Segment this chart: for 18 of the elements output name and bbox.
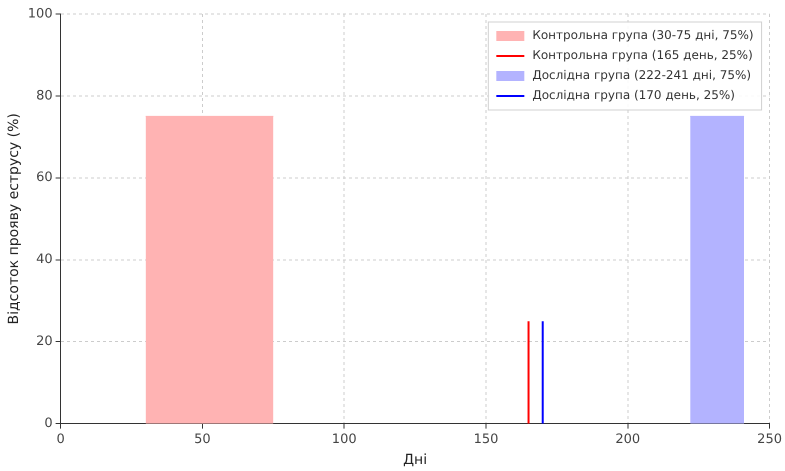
legend-label: Контрольна група (165 день, 25%): [532, 48, 753, 62]
y-tick-label: 20: [36, 334, 53, 350]
y-tick-label: 0: [44, 416, 53, 431]
x-tick-label: 150: [474, 432, 498, 447]
x-tick-label: 50: [194, 432, 211, 447]
y-tick-label: 60: [36, 170, 53, 186]
y-axis-title: Відсоток прояву еструсу (%): [6, 113, 22, 324]
y-tick-label: 80: [36, 88, 53, 104]
x-tick-label: 100: [332, 432, 357, 447]
x-tick-label: 250: [757, 432, 782, 447]
legend-label: Дослідна група (170 день, 25%): [532, 88, 735, 102]
y-tick-label: 100: [28, 6, 53, 22]
x-axis-title: Дні: [403, 452, 428, 468]
legend-label: Контрольна група (30-75 дні, 75%): [532, 28, 754, 42]
x-tick-label: 200: [615, 432, 640, 447]
legend-label: Дослідна група (222-241 дні, 75%): [532, 68, 752, 82]
y-tick-label: 40: [36, 252, 53, 268]
x-tick-label: 0: [56, 432, 65, 447]
